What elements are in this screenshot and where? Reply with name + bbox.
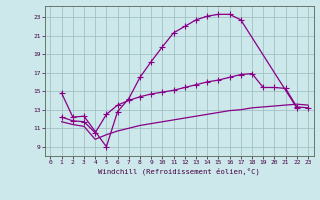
X-axis label: Windchill (Refroidissement éolien,°C): Windchill (Refroidissement éolien,°C) (98, 168, 260, 175)
